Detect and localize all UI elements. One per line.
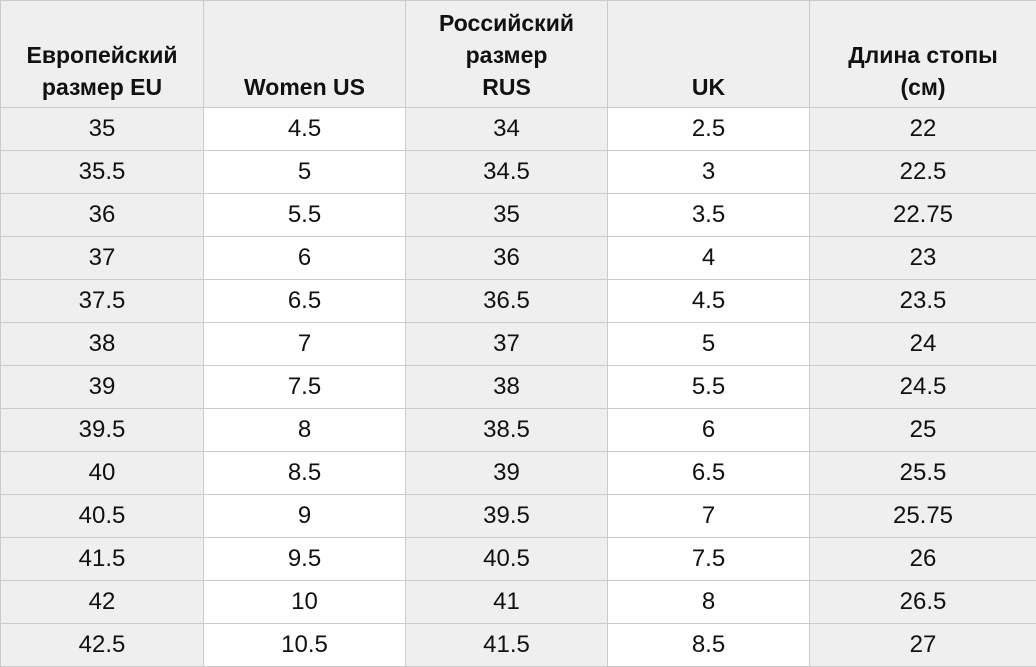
rus-size-cell: 36 [406, 237, 608, 280]
uk-cell: 7 [608, 495, 810, 538]
foot-length-cell: 22.5 [810, 151, 1036, 194]
rus-size-cell: 41.5 [406, 624, 608, 667]
women-us-cell: 4.5 [204, 108, 406, 151]
foot-length-cell: 25 [810, 409, 1036, 452]
women-us-cell: 6.5 [204, 280, 406, 323]
eu-size-cell: 39 [1, 366, 204, 409]
foot-length-cell: 27 [810, 624, 1036, 667]
foot-length-cell: 23.5 [810, 280, 1036, 323]
header-foot-length: Длина стопы (см) [810, 1, 1036, 108]
women-us-cell: 5 [204, 151, 406, 194]
women-us-cell: 10 [204, 581, 406, 624]
uk-cell: 4.5 [608, 280, 810, 323]
eu-size-cell: 35 [1, 108, 204, 151]
rus-size-cell: 34 [406, 108, 608, 151]
eu-size-cell: 40.5 [1, 495, 204, 538]
header-row: Европейский размер EU Women US Российски… [1, 1, 1036, 108]
rus-size-cell: 37 [406, 323, 608, 366]
foot-length-cell: 25.5 [810, 452, 1036, 495]
foot-length-cell: 25.75 [810, 495, 1036, 538]
eu-size-cell: 41.5 [1, 538, 204, 581]
header-women-us: Women US [204, 1, 406, 108]
uk-cell: 6.5 [608, 452, 810, 495]
rus-size-cell: 38 [406, 366, 608, 409]
uk-cell: 3.5 [608, 194, 810, 237]
foot-length-cell: 23 [810, 237, 1036, 280]
eu-size-cell: 42.5 [1, 624, 204, 667]
foot-length-cell: 26 [810, 538, 1036, 581]
women-us-cell: 7.5 [204, 366, 406, 409]
header-eu-size: Европейский размер EU [1, 1, 204, 108]
eu-size-cell: 39.5 [1, 409, 204, 452]
eu-size-cell: 35.5 [1, 151, 204, 194]
eu-size-cell: 40 [1, 452, 204, 495]
rus-size-cell: 38.5 [406, 409, 608, 452]
uk-cell: 5.5 [608, 366, 810, 409]
women-us-cell: 6 [204, 237, 406, 280]
uk-cell: 3 [608, 151, 810, 194]
uk-cell: 5 [608, 323, 810, 366]
rus-size-cell: 40.5 [406, 538, 608, 581]
foot-length-cell: 24.5 [810, 366, 1036, 409]
women-us-cell: 5.5 [204, 194, 406, 237]
foot-length-cell: 26.5 [810, 581, 1036, 624]
eu-size-cell: 38 [1, 323, 204, 366]
uk-cell: 2.5 [608, 108, 810, 151]
women-us-cell: 9.5 [204, 538, 406, 581]
rus-size-cell: 39.5 [406, 495, 608, 538]
uk-cell: 6 [608, 409, 810, 452]
foot-length-cell: 22.75 [810, 194, 1036, 237]
eu-size-cell: 36 [1, 194, 204, 237]
eu-size-cell: 42 [1, 581, 204, 624]
women-us-cell: 8.5 [204, 452, 406, 495]
women-us-cell: 7 [204, 323, 406, 366]
uk-cell: 7.5 [608, 538, 810, 581]
uk-cell: 4 [608, 237, 810, 280]
uk-cell: 8.5 [608, 624, 810, 667]
foot-length-cell: 22 [810, 108, 1036, 151]
eu-size-cell: 37.5 [1, 280, 204, 323]
foot-length-cell: 24 [810, 323, 1036, 366]
rus-size-cell: 36.5 [406, 280, 608, 323]
table-header: Европейский размер EU Women US Российски… [1, 1, 1036, 108]
eu-size-cell: 37 [1, 237, 204, 280]
women-us-cell: 8 [204, 409, 406, 452]
rus-size-cell: 34.5 [406, 151, 608, 194]
women-us-cell: 10.5 [204, 624, 406, 667]
women-us-cell: 9 [204, 495, 406, 538]
rus-size-cell: 35 [406, 194, 608, 237]
uk-cell: 8 [608, 581, 810, 624]
rus-size-cell: 41 [406, 581, 608, 624]
header-uk: UK [608, 1, 810, 108]
rus-size-cell: 39 [406, 452, 608, 495]
header-rus-size: Российский размер RUS [406, 1, 608, 108]
